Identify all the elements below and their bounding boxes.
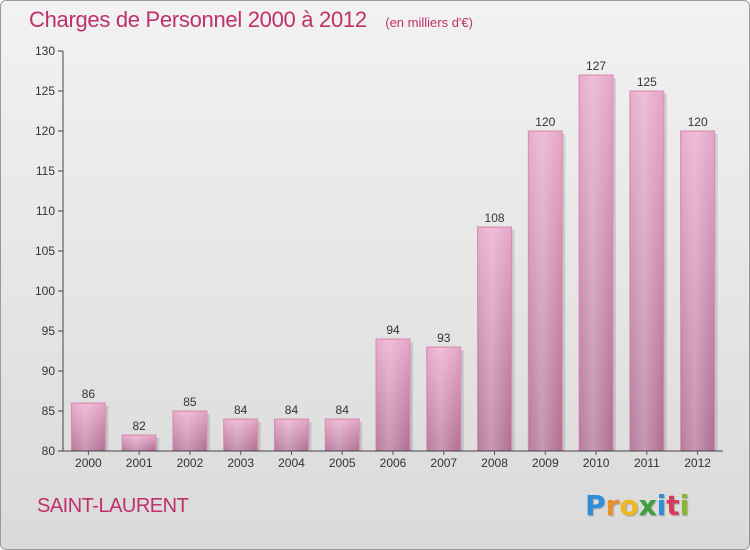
bar-highlight (681, 132, 714, 451)
data-label-2010: 127 (586, 59, 606, 73)
commune-name: SAINT-LAURENT (37, 495, 189, 517)
data-label-2000: 86 (82, 387, 96, 401)
y-tick-label-110: 110 (36, 204, 55, 218)
bar-highlight (529, 132, 562, 451)
x-tick-label-2007: 2007 (430, 456, 457, 470)
data-label-2008: 108 (485, 211, 505, 225)
x-tick-label-2011: 2011 (634, 456, 660, 470)
x-tick-label-2005: 2005 (329, 456, 356, 470)
title-row: Charges de Personnel 2000 à 2012 (en mil… (29, 7, 473, 33)
x-tick-label-2012: 2012 (684, 456, 711, 470)
bar-highlight (173, 412, 206, 451)
bar-highlight (275, 420, 308, 451)
bars-layer: 86 82 85 84 84 84 94 93 108 120 127 125 120 (70, 59, 718, 452)
data-label-2009: 120 (535, 115, 555, 129)
logo-letter: r (605, 489, 620, 522)
data-label-2012: 120 (688, 115, 708, 129)
y-tick-label-125: 125 (35, 84, 55, 98)
axes-layer: 2000 2001 2002 2003 2004 2005 2006 2007 2008 2009… (35, 44, 723, 470)
logo-letter: o (619, 489, 639, 522)
x-tick-label-2002: 2002 (177, 456, 204, 470)
chart-subtitle: (en milliers d'€) (385, 15, 473, 30)
y-tick-label-85: 85 (42, 404, 56, 418)
data-label-2003: 84 (234, 403, 248, 417)
bar-highlight (377, 340, 409, 451)
y-tick-label-80: 80 (42, 444, 56, 458)
logo-letter: i (679, 489, 690, 522)
bar-highlight (123, 436, 156, 451)
x-tick-label-2008: 2008 (481, 456, 508, 470)
bar-highlight (427, 348, 460, 451)
x-tick-label-2004: 2004 (278, 456, 305, 470)
bar-highlight (630, 92, 663, 451)
x-tick-label-2009: 2009 (532, 456, 559, 470)
y-tick-label-115: 115 (36, 164, 55, 178)
data-label-2011: 125 (637, 75, 657, 89)
y-tick-label-120: 120 (35, 124, 55, 138)
y-tick-label-105: 105 (35, 244, 55, 258)
logo-letter: P (585, 489, 606, 522)
logo-letter: t (666, 489, 680, 522)
bar-highlight (72, 404, 105, 451)
data-label-2005: 84 (336, 403, 350, 417)
y-tick-label-95: 95 (42, 324, 56, 338)
x-tick-label-2010: 2010 (583, 456, 610, 470)
logo-letter: i (656, 489, 667, 522)
bar-highlight (224, 420, 257, 451)
data-label-2004: 84 (285, 403, 299, 417)
x-tick-label-2001: 2001 (126, 456, 153, 470)
data-label-2002: 85 (183, 395, 197, 409)
data-label-2007: 93 (437, 331, 451, 345)
x-tick-label-2000: 2000 (75, 456, 102, 470)
proxiti-logo: Proxiti (585, 489, 689, 522)
data-label-2006: 94 (386, 323, 400, 337)
data-label-2001: 82 (132, 419, 146, 433)
y-tick-label-90: 90 (42, 364, 56, 378)
y-tick-label-100: 100 (35, 284, 55, 298)
chart-title: Charges de Personnel 2000 à 2012 (29, 7, 367, 32)
bar-highlight (326, 420, 359, 451)
x-tick-label-2003: 2003 (227, 456, 254, 470)
y-tick-label-130: 130 (35, 44, 55, 58)
x-tick-label-2006: 2006 (380, 456, 407, 470)
bar-highlight (478, 228, 511, 451)
logo-letter: x (638, 489, 657, 522)
bar-highlight (580, 76, 613, 451)
